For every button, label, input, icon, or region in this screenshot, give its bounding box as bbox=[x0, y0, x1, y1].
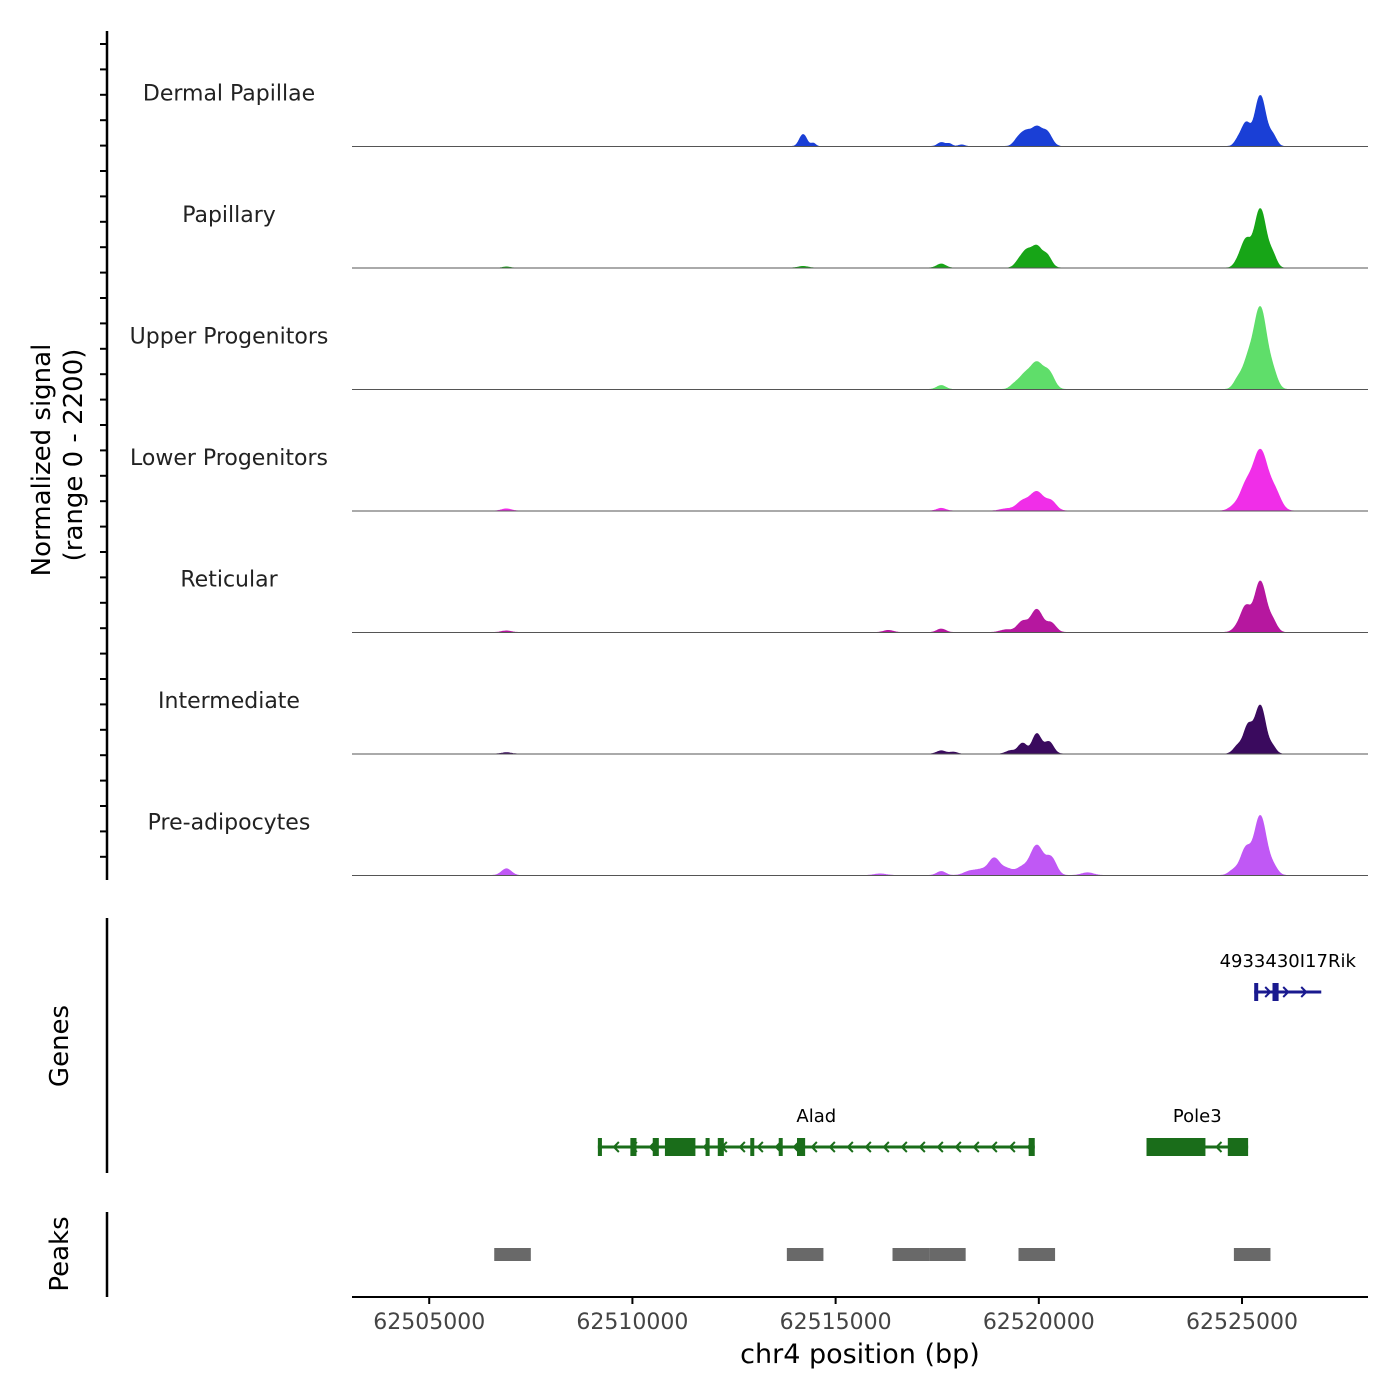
gene-exon bbox=[797, 1138, 806, 1156]
strand-arrow bbox=[900, 1141, 908, 1153]
track-label: Pre-adipocytes bbox=[148, 811, 311, 836]
coverage-area bbox=[352, 94, 1368, 147]
peak-region bbox=[1233, 1248, 1271, 1261]
track-lower-progenitors: Lower Progenitors bbox=[130, 446, 1368, 512]
coverage-area bbox=[352, 208, 1368, 269]
track-pre-adipocytes: Pre-adipocytes bbox=[148, 811, 1368, 876]
coverage-tracks: Dermal Papillae Papillary Upper Progenitor… bbox=[130, 82, 1368, 876]
strand-arrow bbox=[918, 1141, 926, 1153]
signal-axis-label-line2: (range 0 - 2200) bbox=[59, 349, 89, 562]
gene-exon bbox=[1146, 1138, 1206, 1156]
strand-arrow bbox=[756, 1141, 764, 1153]
strand-arrow bbox=[990, 1141, 998, 1153]
track-dermal-papillae: Dermal Papillae bbox=[143, 82, 1368, 147]
gene-exon bbox=[652, 1138, 659, 1156]
strand-arrow bbox=[1008, 1141, 1016, 1153]
signal-axis-label-line1: Normalized signal bbox=[27, 344, 57, 577]
gene-label: Pole3 bbox=[1173, 1106, 1222, 1127]
gene-4933430i17rik: 4933430I17Rik bbox=[1220, 951, 1357, 1001]
peak-region bbox=[892, 1248, 930, 1261]
strand-arrow bbox=[738, 1141, 746, 1153]
gene-label: 4933430I17Rik bbox=[1220, 951, 1357, 972]
gene-exon bbox=[1272, 983, 1279, 1001]
x-axis-ticks: 62505000 62510000 62515000 62520000 62525000 bbox=[373, 1297, 1298, 1335]
gene-exon bbox=[597, 1138, 602, 1156]
x-axis-title: chr4 position (bp) bbox=[740, 1339, 980, 1370]
peak-region bbox=[1018, 1248, 1056, 1261]
strand-arrow bbox=[1264, 986, 1272, 998]
track-label: Papillary bbox=[182, 203, 276, 228]
strand-arrow bbox=[954, 1141, 962, 1153]
peak-region bbox=[494, 1248, 531, 1261]
peak-region bbox=[786, 1248, 824, 1261]
track-intermediate: Intermediate bbox=[158, 689, 1368, 755]
coverage-area bbox=[352, 814, 1368, 876]
gene-exon bbox=[1028, 1138, 1035, 1156]
gene-pole3: Pole3 bbox=[1146, 1106, 1249, 1156]
strand-arrow bbox=[864, 1141, 872, 1153]
strand-arrow bbox=[1300, 986, 1308, 998]
x-tick-label: 62515000 bbox=[780, 1310, 892, 1335]
strand-arrow bbox=[1215, 1141, 1223, 1153]
strand-arrow bbox=[882, 1141, 890, 1153]
strand-arrow bbox=[612, 1141, 620, 1153]
x-tick-label: 62525000 bbox=[1186, 1310, 1298, 1335]
track-reticular: Reticular bbox=[180, 568, 1368, 633]
x-tick-label: 62505000 bbox=[373, 1310, 485, 1335]
gene-exon bbox=[1227, 1138, 1249, 1156]
strand-arrow bbox=[936, 1141, 944, 1153]
gene-exon bbox=[705, 1138, 710, 1156]
gene-alad: Alad bbox=[597, 1106, 1035, 1156]
x-tick-label: 62520000 bbox=[983, 1310, 1095, 1335]
track-label: Intermediate bbox=[158, 689, 300, 714]
track-label: Lower Progenitors bbox=[130, 446, 328, 471]
genes-axis-label: Genes bbox=[45, 1005, 75, 1087]
coverage-area bbox=[352, 704, 1368, 755]
peak-region bbox=[929, 1248, 966, 1261]
peak-regions-track bbox=[494, 1248, 1271, 1261]
track-label: Reticular bbox=[180, 568, 278, 593]
track-upper-progenitors: Upper Progenitors bbox=[130, 305, 1368, 390]
coverage-area bbox=[352, 448, 1368, 512]
gene-label: Alad bbox=[796, 1106, 836, 1127]
track-label: Dermal Papillae bbox=[143, 82, 315, 107]
gene-exon bbox=[1254, 983, 1259, 1001]
coverage-area bbox=[352, 580, 1368, 633]
signal-y-axis bbox=[100, 31, 109, 880]
gene-exon bbox=[750, 1138, 755, 1156]
gene-annotation-track: Alad Pole3 4933430I17Rik bbox=[597, 951, 1357, 1156]
x-tick-label: 62510000 bbox=[576, 1310, 688, 1335]
strand-arrow bbox=[1282, 986, 1290, 998]
strand-arrow bbox=[972, 1141, 980, 1153]
peaks-axis-label: Peaks bbox=[45, 1216, 75, 1291]
gene-exon bbox=[717, 1138, 724, 1156]
gene-exon bbox=[630, 1138, 637, 1156]
gene-exon bbox=[664, 1138, 696, 1156]
strand-arrow bbox=[810, 1141, 818, 1153]
coverage-area bbox=[352, 305, 1368, 390]
gene-exon bbox=[778, 1138, 783, 1156]
track-label: Upper Progenitors bbox=[130, 325, 329, 350]
strand-arrow bbox=[828, 1141, 836, 1153]
strand-arrow bbox=[846, 1141, 854, 1153]
track-papillary: Papillary bbox=[182, 203, 1368, 269]
